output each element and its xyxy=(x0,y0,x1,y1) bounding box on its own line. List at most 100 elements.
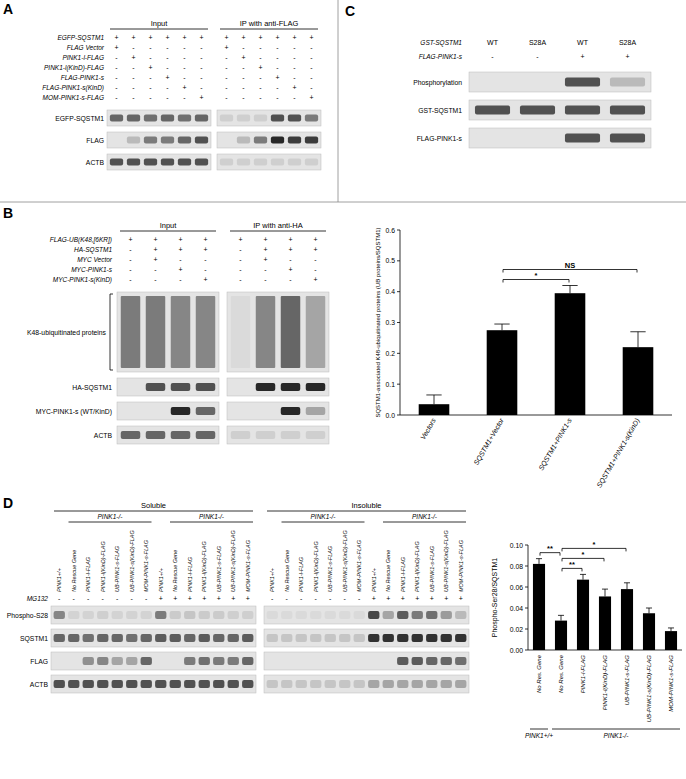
band xyxy=(325,657,336,665)
condition-sign: + xyxy=(153,256,157,263)
condition-sign: - xyxy=(204,266,207,273)
band xyxy=(184,680,195,688)
y-axis-label: SQSTM1-associated K48-ubiquitinated prot… xyxy=(375,227,381,417)
blot-background xyxy=(264,629,469,647)
condition-sign: + xyxy=(188,595,192,602)
band xyxy=(520,134,555,143)
condition-sign: - xyxy=(242,44,245,51)
condition-sign: - xyxy=(225,64,228,71)
band xyxy=(121,296,141,368)
error-bar xyxy=(562,286,577,294)
condition-sign: - xyxy=(225,54,228,61)
group-rule xyxy=(552,729,680,730)
band xyxy=(178,158,191,165)
condition-sign: - xyxy=(200,64,203,71)
band xyxy=(171,296,191,368)
x-tick-label: SQSTM1+Vector xyxy=(472,416,506,466)
band xyxy=(195,114,208,121)
span-label: PINK1-/- xyxy=(98,513,124,520)
condition-sign: + xyxy=(292,34,296,41)
condition-label: MYC-PINK1-s(KinD) xyxy=(53,276,112,284)
band xyxy=(178,114,191,121)
condition-sign: - xyxy=(286,595,289,602)
y-tick xyxy=(397,230,400,231)
error-cap xyxy=(536,558,542,559)
condition-sign: + xyxy=(625,53,629,60)
band xyxy=(141,680,152,688)
error-line xyxy=(570,286,571,294)
blot-label: FLAG xyxy=(30,658,48,665)
lane-label: PINK1+/+ xyxy=(158,567,164,592)
condition-sign: + xyxy=(182,34,186,41)
condition-sign: - xyxy=(264,276,267,283)
band xyxy=(144,158,157,165)
condition-label: FLAG-PINK1-s xyxy=(61,74,105,81)
plot-marks xyxy=(533,559,677,650)
lane-label: No Rescue Gene xyxy=(71,550,77,592)
band xyxy=(237,158,250,165)
lane-label: MOM-PINK1-s-FLAG xyxy=(143,539,149,592)
lane-label: PINK1-l-FLAG xyxy=(85,556,91,592)
error-bar xyxy=(580,574,586,579)
y-tick xyxy=(525,587,528,588)
error-cap xyxy=(494,324,509,325)
error-cap xyxy=(558,615,564,616)
condition-sign: + xyxy=(114,34,118,41)
y-tick xyxy=(397,353,400,354)
condition-sign: - xyxy=(310,54,313,61)
y-axis-label: Phospho-Ser28/SQSTM1 xyxy=(491,558,499,637)
group-rule xyxy=(120,231,216,232)
band xyxy=(141,657,152,665)
band xyxy=(412,657,423,665)
band xyxy=(305,136,318,143)
band xyxy=(196,407,216,415)
panel-label: B xyxy=(3,205,13,221)
sig-label: * xyxy=(535,271,538,280)
condition-sign: - xyxy=(115,64,118,71)
blot-label: EGFP-SQSTM1 xyxy=(55,115,104,123)
band xyxy=(155,634,166,642)
band xyxy=(339,611,350,619)
lane-label: PINK1+/+ xyxy=(56,567,62,592)
band xyxy=(110,136,123,143)
lane-label: UB-PINK1-s(KinD)-FLAG xyxy=(129,530,135,592)
band xyxy=(199,611,210,619)
error-line xyxy=(434,395,435,404)
band xyxy=(242,634,253,642)
condition-sign: + xyxy=(131,34,135,41)
band xyxy=(412,611,423,619)
band xyxy=(368,657,379,665)
plot-marks xyxy=(419,286,654,416)
x-tick-label: No Res. Gene xyxy=(558,654,564,693)
condition-sign: + xyxy=(386,595,390,602)
condition-sign: - xyxy=(200,44,203,51)
blot-background xyxy=(117,402,219,420)
blot-label: SQSTM1 xyxy=(20,635,48,643)
condition-sign: + xyxy=(444,595,448,602)
condition-sign: + xyxy=(182,84,186,91)
band xyxy=(83,611,94,619)
blot-background xyxy=(227,402,329,420)
lane-label: PINK1-l-FLAG xyxy=(298,556,304,592)
band xyxy=(161,158,174,165)
condition-sign: - xyxy=(132,94,135,101)
band xyxy=(121,431,141,439)
band xyxy=(310,657,321,665)
sig-bracket xyxy=(637,270,638,273)
band xyxy=(426,680,437,688)
band xyxy=(83,634,94,642)
band xyxy=(306,407,326,415)
condition-sign: - xyxy=(149,94,152,101)
blot-label: MYC-PINK1-s (WT/KinD) xyxy=(36,408,112,416)
lane-label: PINK1-l(KinD)-FLAG xyxy=(414,541,420,592)
condition-sign: + xyxy=(309,94,313,101)
condition-sign: - xyxy=(276,64,279,71)
band xyxy=(397,634,408,642)
error-line xyxy=(583,574,584,579)
band xyxy=(146,407,166,415)
band xyxy=(325,611,336,619)
lane-label: UB-PINK1-s-FLAG xyxy=(216,545,222,592)
band xyxy=(610,106,645,115)
blot-label: ACTB xyxy=(86,159,105,166)
y-tick-label: 0.04 xyxy=(510,605,523,612)
